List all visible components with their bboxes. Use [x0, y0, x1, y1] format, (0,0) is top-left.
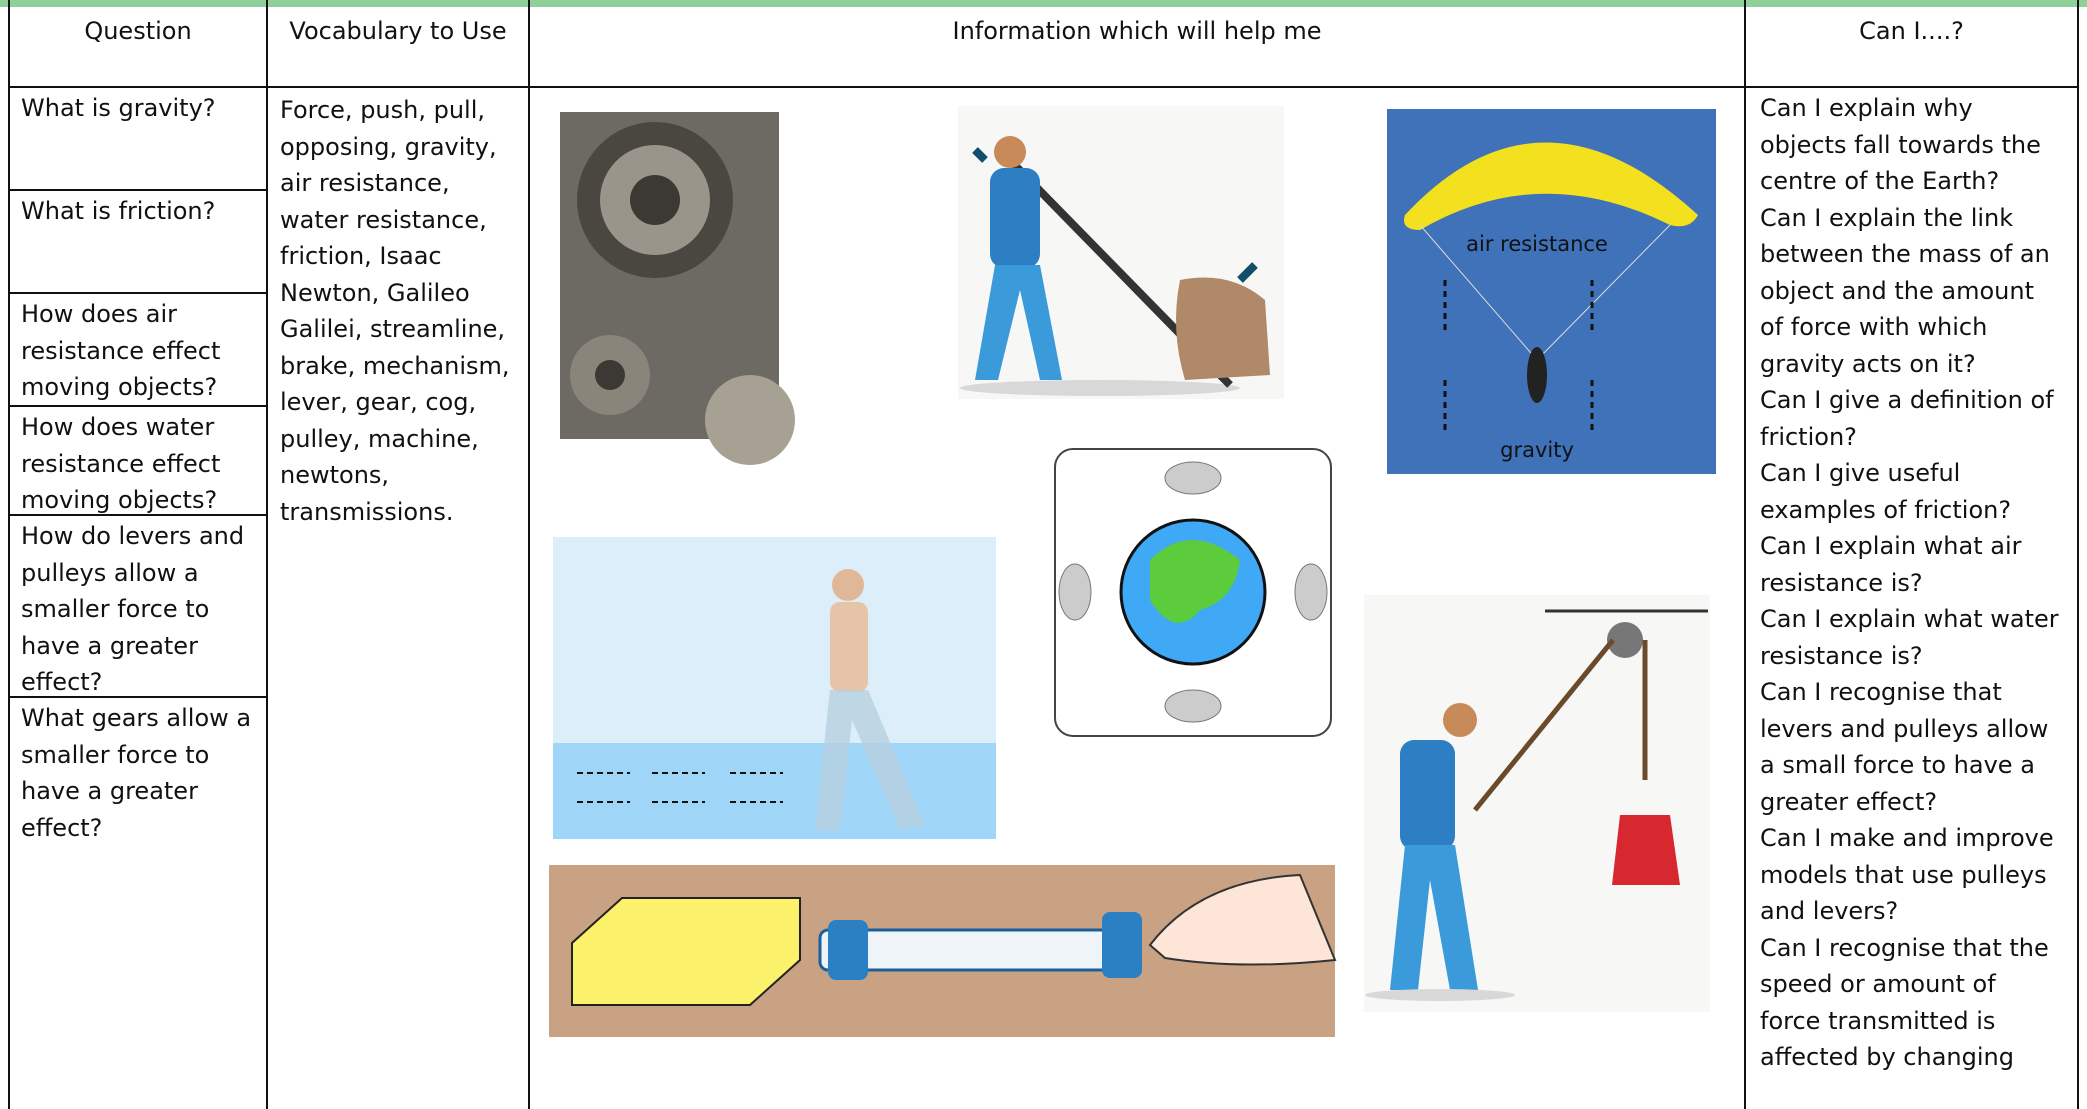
- header: Information which will help me: [952, 17, 1322, 45]
- image-label: gravity: [1500, 438, 1574, 462]
- question: What gears allow a smaller force to have…: [21, 704, 252, 842]
- header: Vocabulary to Use: [289, 17, 507, 45]
- question: How does water resistance effect moving …: [21, 413, 221, 514]
- can-i-item: Can I explain what water resistance is?: [1760, 605, 2059, 670]
- engine-photo: [560, 112, 795, 465]
- vocabulary: Force, push, pull, opposing, gravity, ai…: [280, 96, 510, 526]
- image-label: air resistance: [1466, 232, 1608, 256]
- border: [2077, 0, 2079, 1109]
- border: [528, 0, 530, 1109]
- question: What is friction?: [21, 197, 216, 225]
- can-i-item: Can I give a definition of friction?: [1760, 386, 2054, 451]
- water-walker: [553, 537, 996, 839]
- border: [8, 292, 266, 294]
- lever-illustration: [958, 106, 1284, 399]
- border: [8, 405, 266, 407]
- border: [8, 189, 266, 191]
- header: Question: [84, 17, 192, 45]
- top-band: [0, 0, 2087, 7]
- border: [1744, 0, 1746, 1109]
- header: Can I....?: [1859, 17, 1964, 45]
- can-i-item: Can I explain the link between the mass …: [1760, 203, 2050, 378]
- can-i-item: Can I give useful examples of friction?: [1760, 459, 2012, 524]
- can-i-list: Can I explain why objects fall towards t…: [1746, 88, 2077, 1078]
- border: [8, 514, 266, 516]
- parachute-photo: air resistance gravity: [1387, 109, 1716, 474]
- can-i-item: Can I recognise that the speed or amount…: [1760, 933, 2049, 1072]
- border: [8, 86, 2079, 88]
- question: How do levers and pulleys allow a smalle…: [21, 522, 245, 696]
- can-i-item: Can I explain why objects fall towards t…: [1760, 94, 2041, 195]
- border: [266, 0, 268, 1109]
- spring-balance: [549, 865, 1337, 1037]
- can-i-item: Can I recognise that levers and pulleys …: [1760, 678, 2049, 816]
- can-i-item: Can I make and improve models that use p…: [1760, 824, 2054, 925]
- border: [8, 696, 266, 698]
- question: What is gravity?: [21, 94, 216, 122]
- earth-diagram: [1054, 448, 1332, 737]
- border: [8, 0, 10, 1109]
- can-i-item: Can I explain what air resistance is?: [1760, 532, 2022, 597]
- question: How does air resistance effect moving ob…: [21, 300, 221, 401]
- pulley-illustration: [1364, 595, 1710, 1012]
